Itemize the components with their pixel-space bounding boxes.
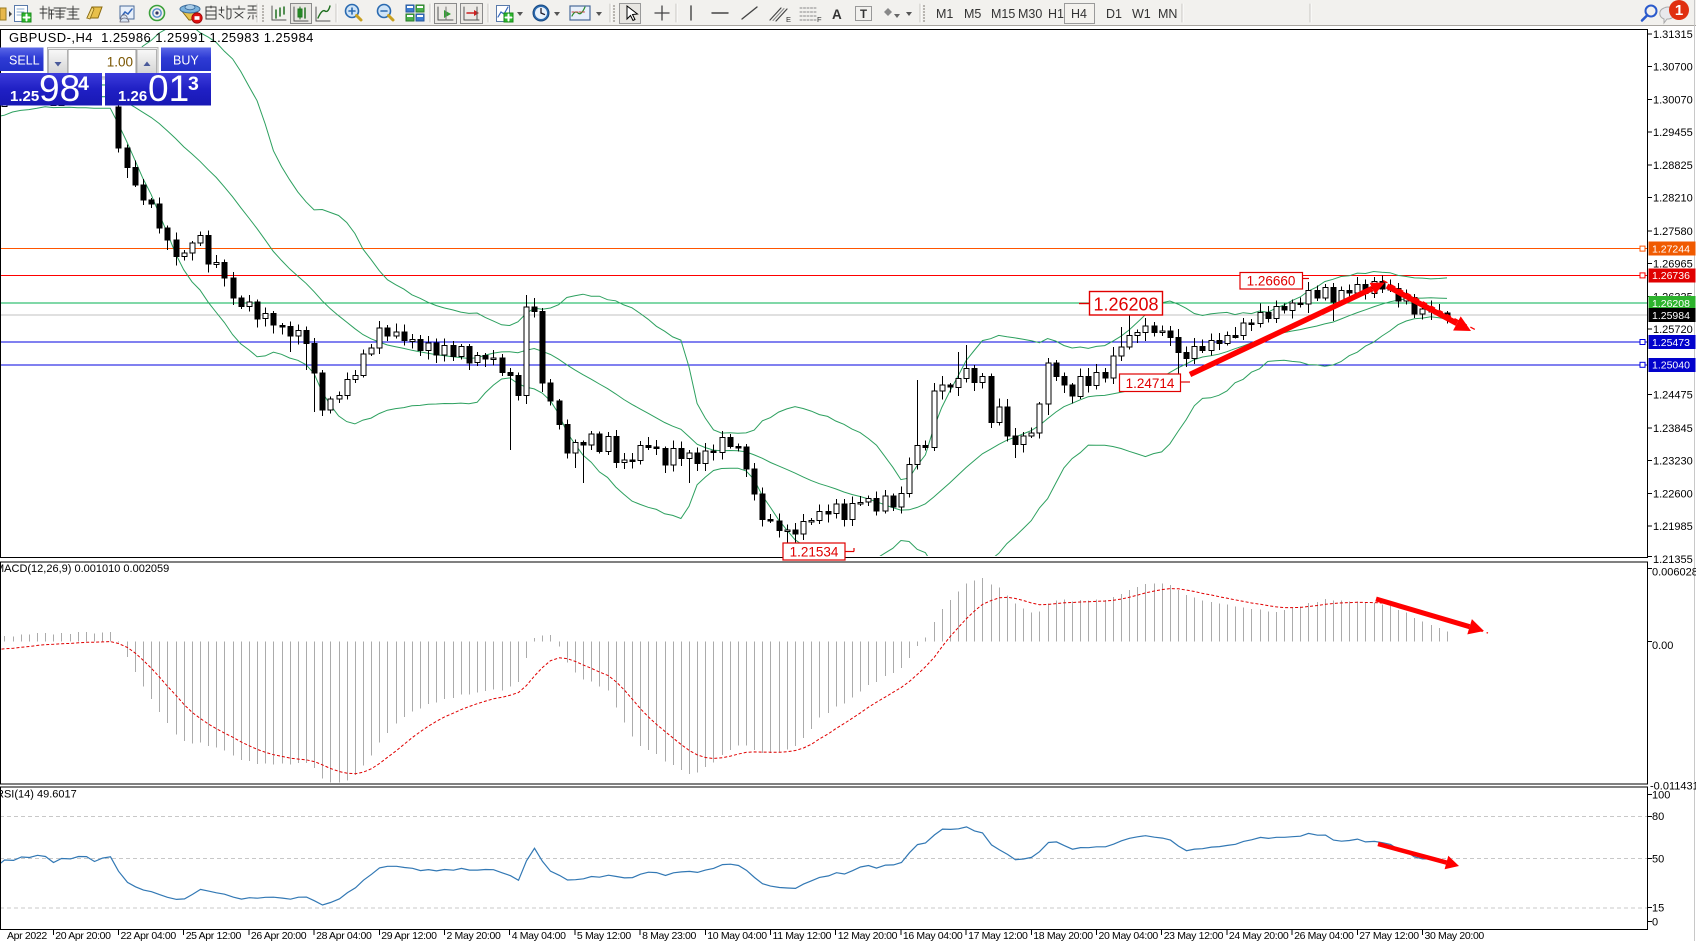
svg-text:1.21985: 1.21985 xyxy=(1653,521,1693,533)
svg-text:11 May 12:00: 11 May 12:00 xyxy=(773,930,832,941)
svg-text:1.26208: 1.26208 xyxy=(1652,298,1690,310)
svg-text:50: 50 xyxy=(1652,854,1664,866)
svg-text:H4: H4 xyxy=(1071,7,1087,21)
svg-text:12 May 20:00: 12 May 20:00 xyxy=(838,930,898,941)
svg-text:24 May 20:00: 24 May 20:00 xyxy=(1229,930,1289,941)
svg-text:1.26660: 1.26660 xyxy=(1247,274,1296,289)
svg-text:W1: W1 xyxy=(1132,7,1151,21)
svg-text:0: 0 xyxy=(1652,916,1658,928)
svg-text:16 May 04:00: 16 May 04:00 xyxy=(903,930,963,941)
svg-text:E: E xyxy=(786,15,791,24)
svg-text:28 Apr 04:00: 28 Apr 04:00 xyxy=(316,930,372,941)
svg-text:80: 80 xyxy=(1652,811,1664,823)
svg-text:26 May 04:00: 26 May 04:00 xyxy=(1294,930,1354,941)
svg-text:M5: M5 xyxy=(964,7,981,21)
svg-text:MN: MN xyxy=(1158,7,1177,21)
svg-text:10 May 04:00: 10 May 04:00 xyxy=(707,930,767,941)
svg-text:SELL: SELL xyxy=(9,54,40,68)
svg-text:1.24714: 1.24714 xyxy=(1126,376,1175,391)
svg-text:1.23845: 1.23845 xyxy=(1653,423,1693,435)
svg-text:1.25984: 1.25984 xyxy=(1652,310,1690,322)
svg-text:1.26208: 1.26208 xyxy=(1093,295,1158,315)
svg-text:Apr 2022: Apr 2022 xyxy=(7,930,47,941)
svg-text:A: A xyxy=(832,7,842,22)
svg-text:1.22600: 1.22600 xyxy=(1653,489,1693,501)
svg-text:1.27580: 1.27580 xyxy=(1653,226,1693,238)
svg-text:H1: H1 xyxy=(1048,7,1064,21)
svg-text:M30: M30 xyxy=(1018,7,1042,21)
svg-text:18 May 20:00: 18 May 20:00 xyxy=(1033,930,1093,941)
svg-text:15: 15 xyxy=(1652,902,1664,914)
svg-text:29 Apr 12:00: 29 Apr 12:00 xyxy=(381,930,437,941)
svg-text:M1: M1 xyxy=(936,7,953,21)
svg-text:8 May 23:00: 8 May 23:00 xyxy=(642,930,696,941)
svg-text:20 May 04:00: 20 May 04:00 xyxy=(1099,930,1159,941)
svg-text:1.21355: 1.21355 xyxy=(1653,554,1693,566)
svg-text:0.006028: 0.006028 xyxy=(1652,567,1696,579)
svg-text:1.28210: 1.28210 xyxy=(1653,193,1693,205)
svg-text:4 May 04:00: 4 May 04:00 xyxy=(512,930,566,941)
svg-text:MACD(12,26,9) 0.001010 0.00205: MACD(12,26,9) 0.001010 0.002059 xyxy=(0,563,169,575)
svg-text:27 May 12:00: 27 May 12:00 xyxy=(1359,930,1419,941)
svg-text:17 May 12:00: 17 May 12:00 xyxy=(968,930,1028,941)
svg-text:20 Apr 20:00: 20 Apr 20:00 xyxy=(55,930,111,941)
svg-text:3: 3 xyxy=(188,73,199,95)
svg-text:2 May 20:00: 2 May 20:00 xyxy=(447,930,501,941)
svg-text:1.31315: 1.31315 xyxy=(1653,29,1693,41)
svg-text:0.00: 0.00 xyxy=(1652,640,1673,652)
svg-text:-0.011431: -0.011431 xyxy=(1650,781,1696,793)
svg-text:23 May 12:00: 23 May 12:00 xyxy=(1164,930,1224,941)
svg-text:98: 98 xyxy=(39,68,80,109)
svg-text:GBPUSD-,H4 1.25986 1.25991 1.: GBPUSD-,H4 1.25986 1.25991 1.25983 1.259… xyxy=(9,30,314,45)
svg-text:5 May 12:00: 5 May 12:00 xyxy=(577,930,631,941)
svg-text:1.25720: 1.25720 xyxy=(1653,324,1693,336)
svg-text:1.26965: 1.26965 xyxy=(1653,258,1693,270)
svg-text:F: F xyxy=(817,15,822,24)
svg-text:1: 1 xyxy=(1675,2,1683,19)
svg-text:30 May 20:00: 30 May 20:00 xyxy=(1425,930,1485,941)
svg-text:M15: M15 xyxy=(991,7,1015,21)
svg-text:1.24475: 1.24475 xyxy=(1653,390,1693,402)
svg-text:1.28825: 1.28825 xyxy=(1653,160,1693,172)
svg-text:1.23230: 1.23230 xyxy=(1653,455,1693,467)
svg-text:BUY: BUY xyxy=(173,54,199,68)
svg-text:01: 01 xyxy=(148,68,189,109)
svg-text:1.29455: 1.29455 xyxy=(1653,127,1693,139)
svg-text:T: T xyxy=(860,9,867,21)
svg-text:D1: D1 xyxy=(1106,7,1122,21)
svg-text:1.26736: 1.26736 xyxy=(1652,270,1690,282)
svg-text:4: 4 xyxy=(78,73,89,95)
svg-text:RSI(14) 49.6017: RSI(14) 49.6017 xyxy=(0,789,77,801)
svg-text:1.25473: 1.25473 xyxy=(1652,337,1690,349)
svg-text:1.27244: 1.27244 xyxy=(1652,243,1690,255)
svg-text:22 Apr 04:00: 22 Apr 04:00 xyxy=(121,930,177,941)
svg-text:1.00: 1.00 xyxy=(107,55,133,70)
svg-text:100: 100 xyxy=(1652,789,1670,801)
svg-text:1.25: 1.25 xyxy=(10,88,39,105)
svg-text:1.30070: 1.30070 xyxy=(1653,95,1693,107)
svg-text:1.21534: 1.21534 xyxy=(790,545,839,560)
svg-text:25 Apr 12:00: 25 Apr 12:00 xyxy=(186,930,242,941)
svg-text:1.25040: 1.25040 xyxy=(1652,360,1690,372)
svg-text:26 Apr 20:00: 26 Apr 20:00 xyxy=(251,930,307,941)
svg-text:1.26: 1.26 xyxy=(118,88,147,105)
svg-text:1.30700: 1.30700 xyxy=(1653,61,1693,73)
